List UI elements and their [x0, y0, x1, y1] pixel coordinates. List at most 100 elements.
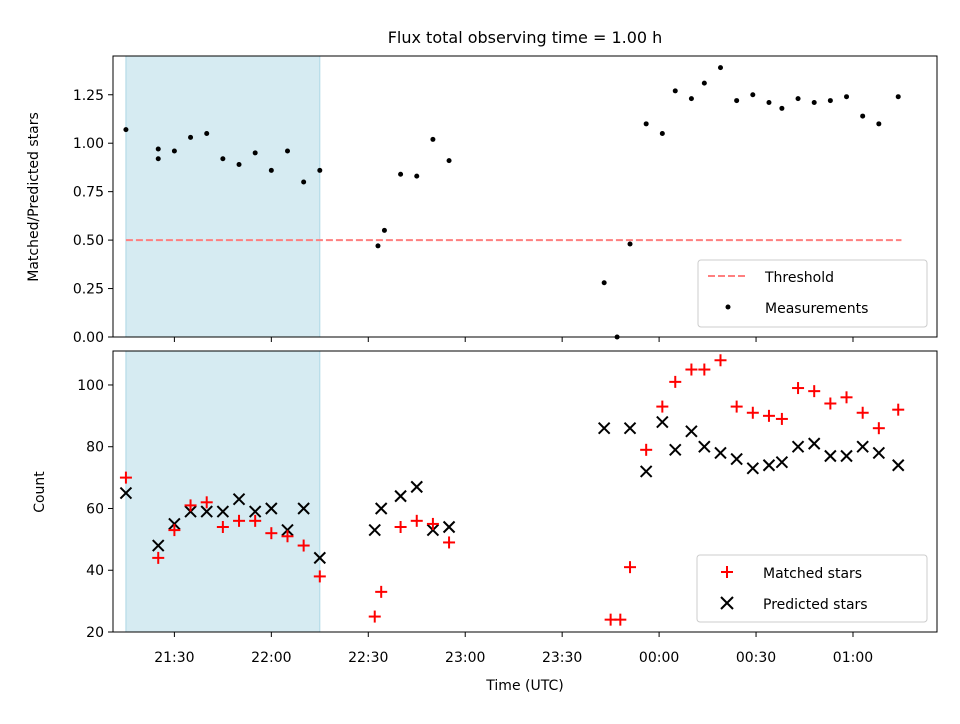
- predicted-star-point: [714, 446, 727, 460]
- matched-star-point: [281, 530, 294, 543]
- matched-star-point: [656, 400, 669, 413]
- measurement-point: [766, 100, 772, 106]
- matched-star-point: [669, 375, 682, 388]
- x-tick-label: 22:00: [251, 650, 291, 666]
- bottom-observing-span: [125, 350, 321, 633]
- matched-star-point: [762, 409, 775, 422]
- predicted-star-point: [872, 446, 886, 460]
- matched-star-point: [152, 551, 165, 564]
- measurement-point: [430, 136, 436, 142]
- measurement-point: [398, 171, 404, 177]
- predicted-star-point: [281, 523, 294, 537]
- legend-predicted-label: Predicted stars: [763, 597, 868, 613]
- matched-star-point: [297, 539, 310, 552]
- top-plot-frame: [112, 55, 938, 338]
- matched-star-point: [394, 521, 407, 534]
- legend-matched-swatch: [721, 566, 733, 578]
- matched-star-point: [872, 422, 885, 435]
- predicted-star-point: [824, 449, 837, 463]
- predicted-star-point: [184, 505, 197, 518]
- predicted-star-point: [639, 465, 653, 478]
- x-axis-label: Time (UTC): [485, 678, 563, 694]
- x-tick-label: 21:30: [154, 650, 194, 666]
- measurement-point: [123, 127, 129, 133]
- legend-threshold-label: Threshold: [764, 270, 834, 286]
- predicted-star-point: [232, 493, 246, 506]
- matched-star-point: [249, 514, 262, 527]
- measurement-point: [188, 134, 194, 140]
- matched-star-point: [368, 610, 381, 623]
- measurement-point: [779, 105, 785, 111]
- bottom-legend: Matched stars Predicted stars: [696, 554, 928, 623]
- top-y-tick-label: 0.50: [73, 233, 104, 249]
- predicted-star-point: [168, 517, 181, 531]
- measurement-point: [672, 88, 678, 94]
- matched-star-point: [840, 391, 853, 404]
- measurement-point: [171, 148, 177, 154]
- predicted-star-point: [442, 520, 456, 534]
- measurement-point: [155, 146, 161, 152]
- predicted-star-point: [808, 437, 821, 450]
- predicted-star-point: [746, 462, 760, 475]
- matched-star-point: [824, 397, 837, 410]
- predicted-star-point: [297, 502, 310, 515]
- measurement-point: [717, 65, 723, 71]
- predicted-star-point: [623, 421, 637, 435]
- matched-star-point: [775, 412, 788, 425]
- predicted-star-point: [762, 459, 776, 472]
- predicted-star-point: [119, 486, 133, 500]
- predicted-star-point: [656, 415, 669, 429]
- top-y-tick-label: 0.75: [73, 185, 104, 201]
- chart-title: Flux total observing time = 1.00 h: [388, 28, 663, 47]
- matched-star-point: [119, 471, 132, 484]
- measurement-point: [750, 92, 756, 98]
- x-tick-label: 00:00: [639, 650, 679, 666]
- top-observing-span: [125, 55, 321, 338]
- measurement-point: [876, 121, 882, 127]
- measurement-point: [268, 167, 274, 173]
- bottom-y-tick-label: 80: [86, 440, 104, 456]
- bottom-axes: 20 40 60 80 100 21:30 22:00 22:30 23:00 23:30 00:0…: [77, 378, 873, 666]
- matched-star-point: [233, 514, 246, 527]
- matched-star-point: [640, 443, 653, 456]
- matched-star-point: [614, 613, 627, 626]
- predicted-star-point: [730, 452, 743, 466]
- x-tick-label: 23:30: [542, 650, 582, 666]
- predicted-star-point: [313, 551, 327, 565]
- measurement-point: [317, 167, 323, 173]
- matched-star-point: [443, 536, 456, 549]
- predicted-star-point: [368, 523, 381, 537]
- measurement-point: [811, 100, 817, 106]
- measurement-point: [375, 243, 381, 249]
- measurement-point: [220, 156, 226, 162]
- measurement-point: [795, 96, 801, 102]
- predicted-star-point: [791, 440, 805, 453]
- predicted-star-point: [840, 449, 853, 463]
- legend-measurements-label: Measurements: [765, 301, 868, 317]
- measurement-point: [204, 131, 210, 137]
- matched-star-point: [200, 496, 213, 509]
- matched-star-point: [184, 499, 197, 512]
- matched-star-point: [808, 385, 821, 398]
- measurement-point: [414, 173, 420, 179]
- legend-predicted-swatch: [720, 596, 734, 610]
- predicted-star-point: [892, 459, 905, 472]
- x-tick-label: 01:00: [833, 650, 873, 666]
- predicted-star-point: [698, 440, 711, 453]
- x-tick-label: 22:30: [348, 650, 388, 666]
- predicted-star-point: [265, 502, 278, 515]
- measurement-point: [155, 156, 161, 162]
- matched-star-point: [168, 524, 181, 537]
- matched-star-point: [730, 400, 743, 413]
- observing-span-top: [125, 55, 321, 338]
- predicted-star-point: [669, 443, 682, 457]
- predicted-star-point: [152, 539, 165, 552]
- matched-star-point: [714, 354, 727, 367]
- predicted-star-point: [248, 505, 262, 518]
- matched-star-point: [624, 561, 637, 574]
- predicted-star-point: [685, 425, 698, 438]
- top-y-tick-label: 1.00: [73, 136, 104, 152]
- measurement-point: [643, 121, 649, 127]
- measurement-point: [844, 94, 850, 100]
- bottom-legend-box: [696, 554, 928, 623]
